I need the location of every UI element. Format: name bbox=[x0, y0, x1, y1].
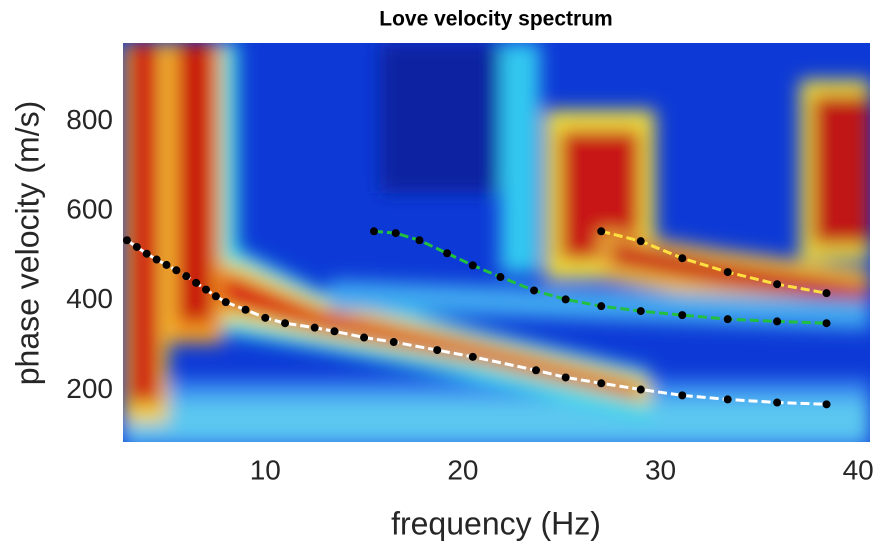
pick-point bbox=[597, 379, 606, 388]
pick-point bbox=[122, 236, 131, 245]
pick-point bbox=[415, 236, 424, 245]
pick-point bbox=[221, 298, 230, 307]
y-tick-label: 600 bbox=[66, 194, 113, 225]
pick-point bbox=[433, 346, 442, 355]
pick-point bbox=[530, 286, 539, 295]
pick-point bbox=[211, 292, 220, 301]
pick-point bbox=[723, 395, 732, 404]
y-axis-label: phase velocity (m/s) bbox=[9, 101, 45, 386]
pick-point bbox=[561, 295, 570, 304]
pick-point bbox=[597, 302, 606, 311]
pick-point bbox=[773, 317, 782, 326]
pick-line bbox=[126, 239, 827, 406]
pick-point bbox=[597, 227, 606, 236]
pick-point bbox=[468, 352, 477, 361]
pick-point bbox=[636, 307, 645, 316]
y-tick-label: 400 bbox=[66, 283, 113, 314]
x-axis-label: frequency (Hz) bbox=[391, 505, 601, 541]
pick-point bbox=[172, 266, 181, 275]
pick-point bbox=[773, 398, 782, 407]
pick-point bbox=[310, 323, 319, 332]
spectrum-image bbox=[123, 43, 870, 442]
pick-point bbox=[636, 385, 645, 394]
pick-point bbox=[561, 373, 570, 382]
x-tick-label: 30 bbox=[645, 454, 676, 485]
pick-point bbox=[723, 268, 732, 277]
pick-point bbox=[468, 261, 477, 270]
y-tick-label: 800 bbox=[66, 104, 113, 135]
pick-point bbox=[391, 229, 400, 238]
pick-line bbox=[373, 229, 827, 325]
pick-point bbox=[389, 338, 398, 347]
pick-point bbox=[678, 311, 687, 320]
pick-point bbox=[330, 327, 339, 336]
pick-point bbox=[261, 313, 270, 322]
y-tick-label: 200 bbox=[66, 373, 113, 404]
pick-point bbox=[192, 278, 201, 287]
pick-point bbox=[162, 260, 171, 269]
pick-point bbox=[532, 366, 541, 375]
pick-line bbox=[600, 229, 827, 295]
pick-point bbox=[678, 391, 687, 400]
pick-point bbox=[369, 227, 378, 236]
pick-point bbox=[678, 254, 687, 263]
pick-point bbox=[142, 249, 151, 258]
pick-point bbox=[132, 242, 141, 251]
pick-point bbox=[822, 400, 831, 409]
pick-point bbox=[443, 249, 452, 258]
x-tick-label: 40 bbox=[843, 454, 874, 485]
x-tick-label: 20 bbox=[447, 454, 478, 485]
pick-point bbox=[202, 285, 210, 294]
pick-point bbox=[496, 273, 505, 282]
pick-point bbox=[773, 280, 782, 289]
pick-point bbox=[152, 255, 161, 264]
pick-point bbox=[281, 319, 290, 328]
x-tick-label: 10 bbox=[250, 454, 281, 485]
pick-point bbox=[636, 237, 645, 246]
chart-title: Love velocity spectrum bbox=[379, 8, 612, 31]
pick-point bbox=[241, 305, 250, 314]
pick-point bbox=[723, 315, 732, 324]
pick-point bbox=[182, 272, 191, 281]
pick-point bbox=[822, 289, 831, 298]
pick-point bbox=[360, 333, 369, 342]
pick-point bbox=[822, 319, 831, 328]
